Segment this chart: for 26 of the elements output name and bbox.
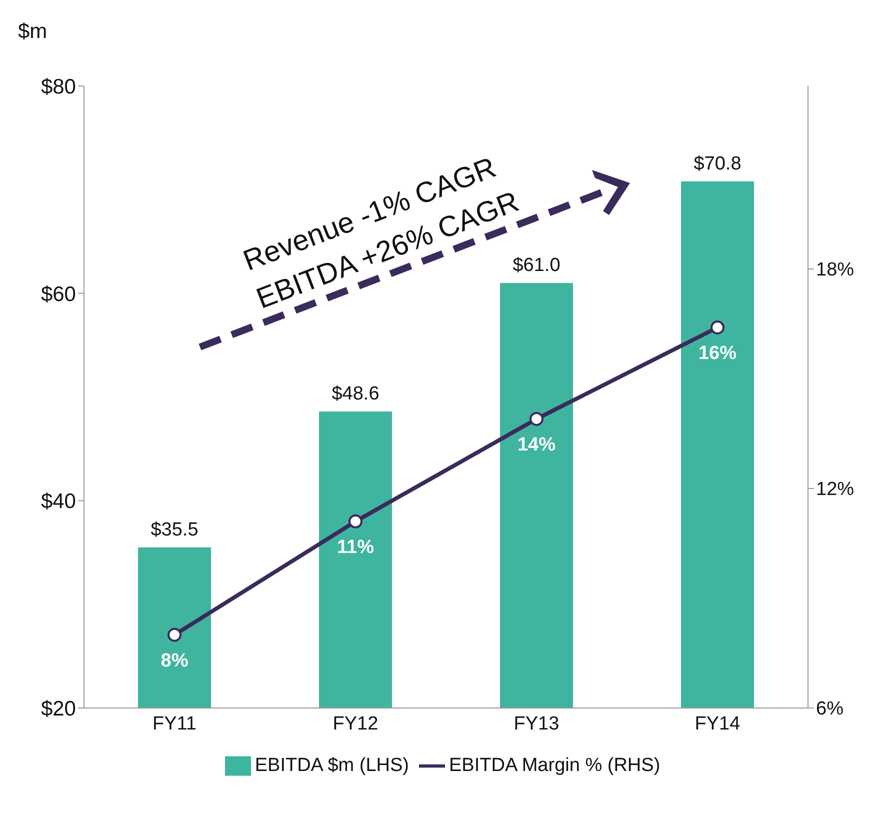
y-tick-label: $20	[40, 697, 76, 720]
point	[710, 320, 724, 334]
y-tick-label: $60	[40, 282, 76, 306]
x-tick-label: FY11	[152, 713, 197, 734]
y-tick-label: $80	[40, 75, 76, 98]
data-label: $35.5	[150, 519, 198, 540]
data-label: 11%	[337, 536, 374, 558]
y-tick-label: $40	[40, 490, 76, 514]
point	[348, 514, 362, 528]
point	[168, 628, 182, 642]
x-tick-label: FY13	[514, 713, 560, 734]
data-label: 16%	[698, 342, 737, 364]
data-label: 14%	[517, 434, 556, 456]
x-tick-label: FY14	[694, 713, 741, 734]
x-tick-label: FY12	[332, 713, 378, 734]
legend-label: EBITDA $m (LHS)	[254, 755, 409, 776]
y2-tick-label: 6%	[816, 698, 844, 720]
y2-tick-label: 18%	[816, 260, 854, 281]
data-label: $61.0	[512, 254, 560, 276]
data-label: $48.6	[332, 384, 380, 405]
legend-label: EBITDA Margin % (RHS)	[449, 755, 660, 776]
point	[530, 412, 544, 426]
data-label: 8%	[160, 650, 188, 672]
y-axis-title: $m	[18, 20, 48, 44]
y2-tick-label: 12%	[816, 479, 854, 500]
data-label: $70.8	[694, 153, 742, 174]
